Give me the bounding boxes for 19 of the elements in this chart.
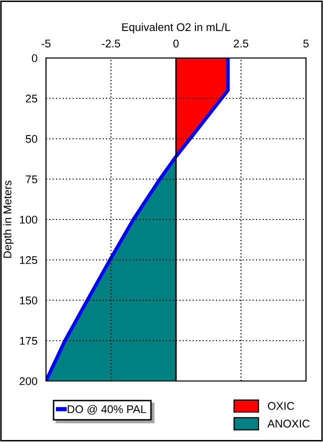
x-tick-label: -2.5 bbox=[102, 40, 120, 48]
x-tick-label: 0 bbox=[173, 40, 179, 48]
x-axis-title: Equivalent O2 in mL/L bbox=[122, 22, 230, 34]
y-tick-label: 125 bbox=[20, 256, 38, 264]
legend-label: OXIC bbox=[268, 402, 294, 410]
y-tick-label: 100 bbox=[20, 216, 38, 224]
x-tick-label: -5 bbox=[42, 40, 50, 48]
legend-label: ANOXIC bbox=[267, 420, 310, 428]
y-tick-label: 150 bbox=[20, 296, 38, 304]
y-tick-label: 0 bbox=[32, 54, 38, 62]
x-tick-label: 5 bbox=[303, 40, 309, 48]
legend-label: DO @ 40% PAL bbox=[68, 405, 146, 415]
y-tick-label: 25 bbox=[26, 94, 38, 103]
y-tick-label: 175 bbox=[20, 337, 38, 345]
y-tick-label: 75 bbox=[26, 176, 38, 184]
x-tick-label: 2.5 bbox=[234, 40, 248, 48]
y-tick-label: 200 bbox=[20, 377, 38, 386]
y-axis-title: Depth in Meters bbox=[3, 180, 14, 258]
y-tick-label: 50 bbox=[26, 135, 38, 143]
